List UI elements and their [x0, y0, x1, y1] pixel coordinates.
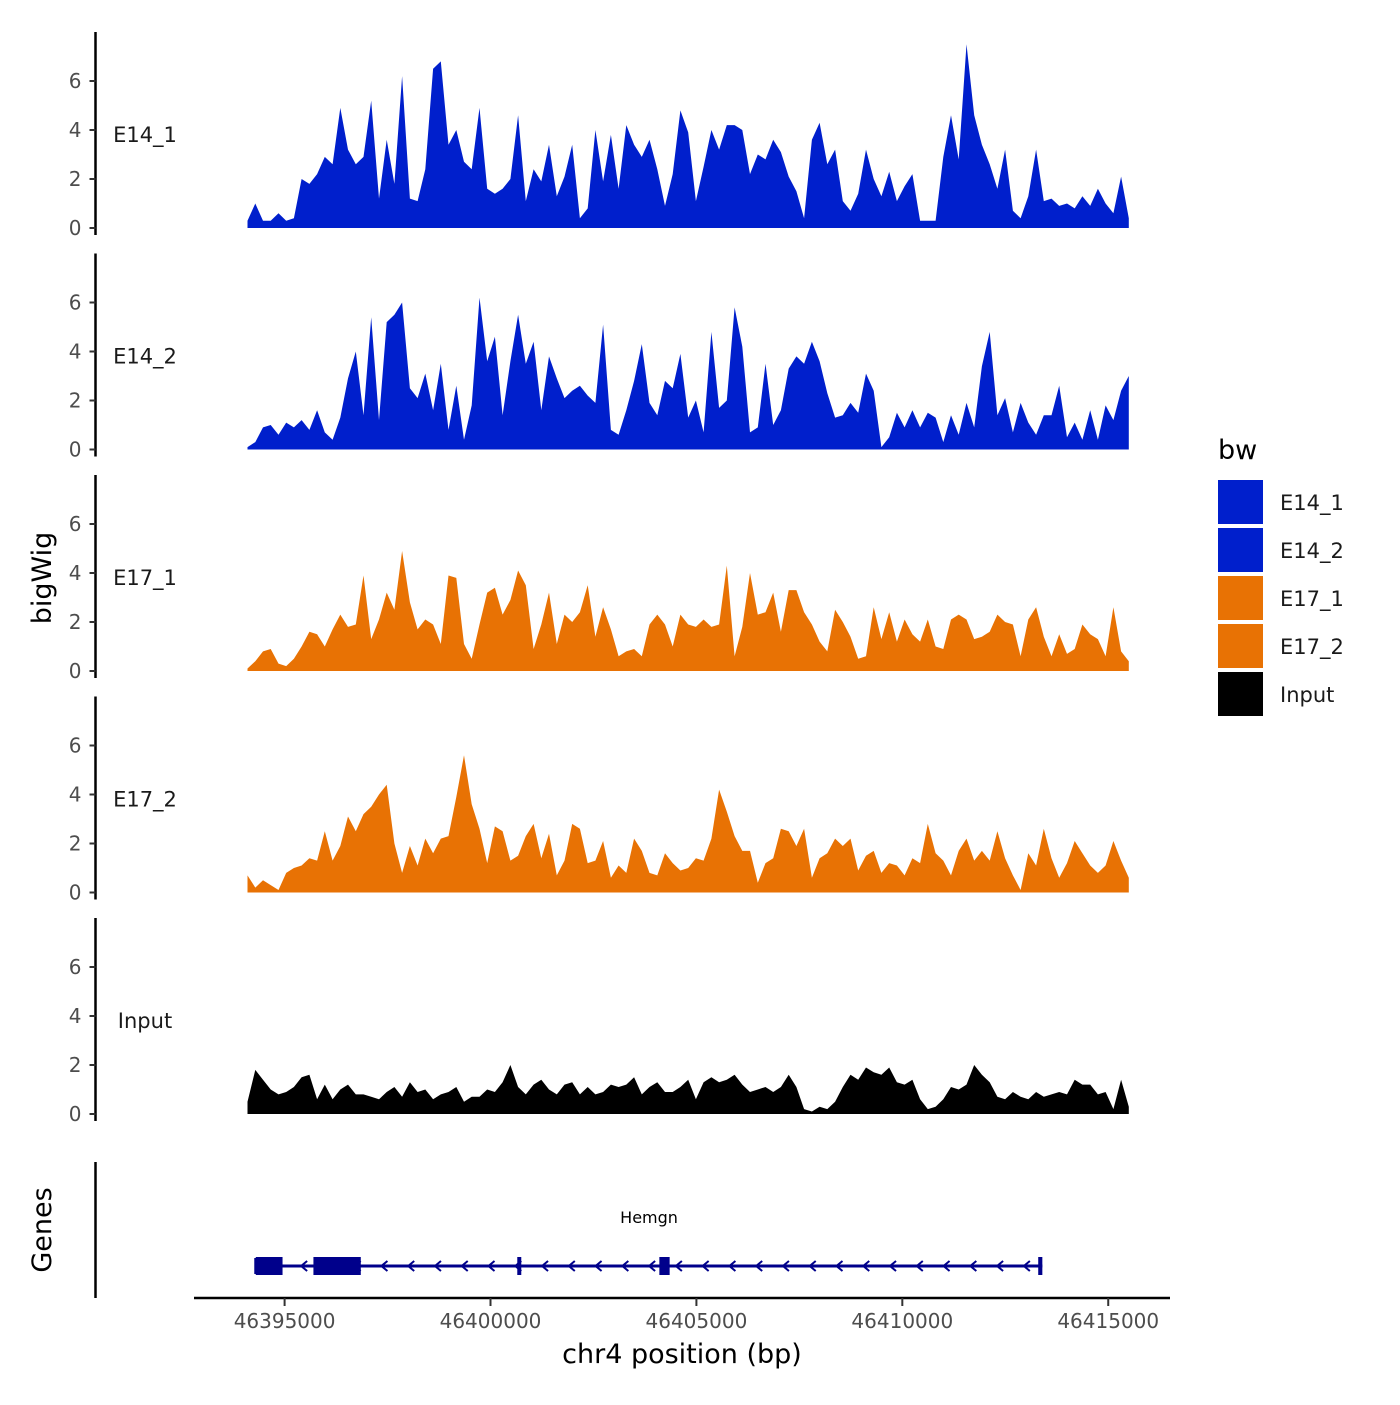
legend-title: bw	[1218, 435, 1257, 466]
strand-arrow	[674, 1260, 683, 1272]
legend-swatch-E17_2	[1218, 624, 1263, 668]
y-tick-label: 6	[69, 291, 82, 315]
strand-arrow	[941, 1260, 951, 1272]
strand-arrow	[1022, 1260, 1031, 1272]
strand-arrow	[888, 1260, 897, 1272]
coverage-area-E17_1	[247, 551, 1129, 671]
y-tick-label: 6	[69, 69, 82, 93]
strand-arrow	[299, 1260, 308, 1272]
strand-arrow	[834, 1260, 844, 1272]
x-tick-label: 46405000	[646, 1309, 748, 1333]
track-E14_1: 0 2 4 6 E14_1	[69, 32, 1129, 240]
legend-swatch-E14_2	[1218, 528, 1263, 572]
y-tick-label: 0	[69, 659, 82, 683]
legend-label-Input: Input	[1280, 683, 1334, 707]
x-axis-title: chr4 position (bp)	[562, 1339, 802, 1370]
y-tick-label: 2	[69, 1053, 82, 1077]
gene-exon	[255, 1257, 283, 1275]
legend-label-E17_1: E17_1	[1280, 587, 1344, 612]
legend: bw E14_1 E14_2 E17_1 E17_2 Input	[1218, 435, 1344, 716]
y-tick-label: 4	[69, 783, 82, 807]
strand-arrow	[861, 1260, 870, 1272]
x-tick-label: 46415000	[1057, 1309, 1159, 1333]
y-tick-label: 0	[69, 881, 82, 905]
legend-swatch-E14_1	[1218, 480, 1263, 524]
strand-arrow	[620, 1260, 629, 1272]
track-E17_2: 0 2 4 6 E17_2	[69, 696, 1129, 905]
strand-arrow	[781, 1260, 790, 1272]
track-label: Input	[118, 1009, 172, 1033]
legend-label-E14_2: E14_2	[1280, 539, 1344, 564]
strand-arrow	[567, 1260, 576, 1272]
gene-exon	[1038, 1257, 1043, 1275]
y-tick-label: 6	[69, 512, 82, 536]
gene-exon	[517, 1257, 522, 1275]
strand-arrow	[594, 1260, 603, 1272]
strand-arrow	[995, 1260, 1004, 1272]
genes-panel-label: Genes	[27, 1187, 58, 1272]
x-tick-label: 46400000	[440, 1309, 542, 1333]
x-axis: chr4 position (bp) 46395000 46400000 46405…	[194, 1296, 1170, 1370]
strand-arrow	[433, 1260, 442, 1272]
x-tick-label: 46410000	[851, 1309, 953, 1333]
coverage-area-E17_2	[247, 755, 1129, 893]
y-tick-label: 2	[69, 167, 82, 191]
track-label: E17_1	[113, 566, 177, 591]
y-axis-title: bigWig	[27, 532, 58, 625]
legend-label-E14_1: E14_1	[1280, 491, 1344, 516]
y-tick-label: 6	[69, 955, 82, 979]
strand-arrow	[727, 1260, 737, 1272]
strand-arrow	[968, 1260, 977, 1272]
strand-arrow	[647, 1260, 656, 1272]
strand-arrow	[460, 1260, 469, 1272]
track-label: E14_1	[113, 123, 177, 148]
y-tick-label: 6	[69, 734, 82, 758]
strand-arrow	[754, 1260, 763, 1272]
strand-arrow	[808, 1260, 817, 1272]
gene-Hemgn: Hemgn	[254, 1208, 1043, 1275]
coverage-area-E14_1	[247, 44, 1129, 228]
coverage-area-E14_2	[247, 297, 1129, 450]
gene-exon	[659, 1257, 670, 1275]
gene-track: Genes Hemgn	[27, 1162, 1043, 1298]
strand-arrow	[701, 1260, 710, 1272]
gene-name-label: Hemgn	[620, 1208, 678, 1227]
legend-swatch-E17_1	[1218, 576, 1263, 620]
track-Input: 0 2 4 6 Input	[69, 918, 1129, 1126]
track-E17_1: 0 2 4 6 E17_1	[69, 475, 1129, 683]
y-tick-label: 0	[69, 1102, 82, 1126]
x-tick-label: 46395000	[234, 1309, 336, 1333]
y-tick-label: 4	[69, 118, 82, 142]
y-tick-label: 2	[69, 610, 82, 634]
y-tick-label: 2	[69, 832, 82, 856]
strand-arrow	[540, 1260, 549, 1272]
strand-arrow	[406, 1260, 415, 1272]
strand-arrow	[915, 1260, 924, 1272]
track-label: E17_2	[113, 788, 177, 813]
coverage-area-Input	[247, 1065, 1129, 1114]
legend-swatch-Input	[1218, 672, 1263, 716]
y-tick-label: 0	[69, 438, 82, 462]
y-tick-label: 2	[69, 389, 82, 413]
y-tick-label: 4	[69, 1004, 82, 1028]
legend-label-E17_2: E17_2	[1280, 635, 1344, 660]
y-tick-label: 4	[69, 340, 82, 364]
gene-exon	[313, 1257, 361, 1275]
track-E14_2: 0 2 4 6 E14_2	[69, 253, 1129, 462]
tracks-layer: 0 2 4 6 E14_1 0 2 4 6 E14_2 0 2 4 6 E17_1 0 2 4 6 E17_2 0 2 4 6…	[69, 32, 1129, 1126]
strand-arrow	[486, 1260, 496, 1272]
y-tick-label: 0	[69, 216, 82, 240]
y-tick-label: 4	[69, 561, 82, 585]
track-label: E14_2	[113, 345, 177, 370]
strand-arrow	[379, 1260, 389, 1272]
